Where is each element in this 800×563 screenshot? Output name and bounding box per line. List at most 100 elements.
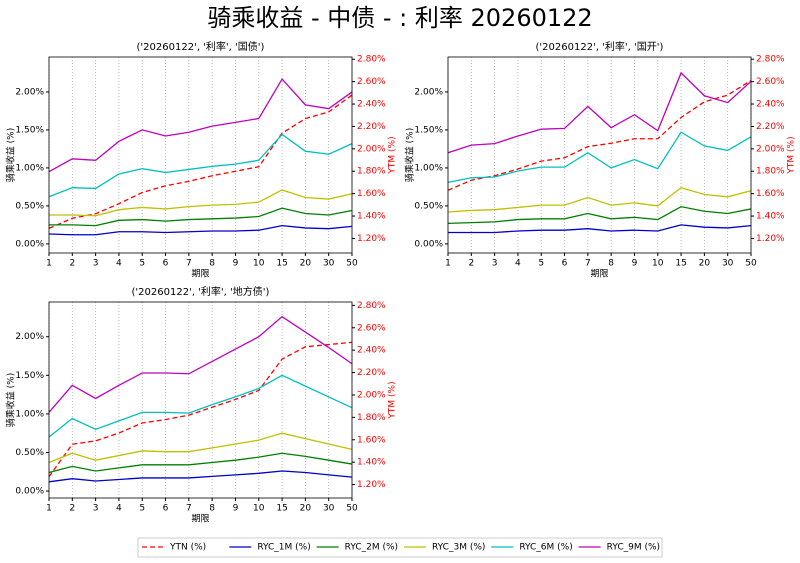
x-tick-label: 2 (69, 504, 75, 514)
y-tick-label: 0.00% (15, 239, 44, 249)
legend-label: RYC_1M (%) (257, 543, 310, 553)
legend-label: RYC_6M (%) (519, 543, 572, 553)
legend-label: RYC_3M (%) (432, 543, 485, 553)
series-line (48, 432, 353, 464)
y-tick-label: 2.00% (15, 87, 44, 97)
x-tick-label: 50 (346, 259, 358, 269)
y-axis-label: 骑乘收益 (%) (5, 373, 17, 427)
series-line (48, 77, 353, 173)
x-tick-label: 30 (323, 259, 335, 269)
y2-tick-label: 1.20% (357, 480, 386, 490)
x-tick-label: 3 (93, 259, 99, 269)
x-tick-label: 9 (233, 504, 239, 514)
x-tick-label: 8 (608, 259, 614, 269)
y2-tick-label: 1.80% (357, 413, 386, 423)
x-tick-label: 10 (652, 259, 664, 269)
x-tick-label: 15 (276, 504, 287, 514)
y2-tick-label: 1.60% (357, 189, 386, 199)
y-tick-label: 2.00% (414, 87, 443, 97)
x-tick-label: 6 (163, 504, 169, 514)
y2-tick-label: 2.80% (357, 301, 386, 311)
series-line (49, 189, 353, 217)
x-tick-label: 50 (346, 504, 358, 514)
x-tick-label: 4 (116, 259, 122, 269)
x-tick-label: 2 (468, 259, 474, 269)
y2-tick-label: 1.40% (357, 212, 386, 222)
x-tick-label: 1 (445, 259, 451, 269)
x-tick-label: 20 (300, 259, 312, 269)
y2-tick-label: 2.00% (756, 144, 785, 154)
y2-tick-label: 2.20% (357, 368, 386, 378)
y-axis-label: 骑乘收益 (%) (5, 128, 17, 182)
y2-tick-label: 1.40% (756, 212, 785, 222)
y-tick-label: 1.50% (15, 371, 44, 381)
y2-tick-label: 2.40% (756, 100, 785, 110)
x-tick-label: 4 (116, 504, 122, 514)
x-tick-label: 10 (253, 259, 265, 269)
series-line (48, 94, 353, 229)
x-tick-label: 2 (69, 259, 75, 269)
x-tick-label: 5 (538, 259, 544, 269)
y2-tick-label: 1.40% (357, 458, 386, 468)
x-tick-label: 7 (585, 259, 591, 269)
x-tick-label: 15 (276, 259, 287, 269)
y2-tick-label: 2.60% (357, 77, 386, 87)
plot-frame (447, 56, 752, 254)
x-tick-label: 20 (699, 259, 711, 269)
series-line (447, 186, 752, 213)
x-tick-label: 8 (209, 259, 215, 269)
x-tick-label: 30 (722, 259, 734, 269)
y2-tick-label: 1.80% (756, 167, 785, 177)
plot-frame (48, 301, 353, 499)
series-line (48, 470, 353, 483)
y-tick-label: 0.50% (15, 201, 44, 211)
x-tick-label: 10 (253, 504, 265, 514)
series-line (447, 79, 752, 191)
x-tick-label: 8 (209, 504, 215, 514)
series-line (447, 205, 752, 225)
x-tick-label: 9 (233, 259, 239, 269)
y-tick-label: 1.00% (414, 163, 443, 173)
y2-tick-label: 2.20% (756, 122, 785, 132)
subplot-title: ('20260122', '利率', '国债') (137, 40, 265, 53)
y2-tick-label: 2.80% (357, 55, 386, 65)
x-tick-label: 4 (515, 259, 521, 269)
x-tick-label: 15 (675, 259, 686, 269)
y2-tick-label: 1.60% (357, 435, 386, 445)
y2-tick-label: 1.20% (357, 234, 386, 244)
legend-label: RYC_9M (%) (607, 543, 660, 553)
subplot-title: ('20260122', '利率', '地方债') (132, 285, 270, 298)
y-tick-label: 1.00% (15, 163, 44, 173)
y2-tick-label: 2.80% (756, 55, 785, 65)
y-tick-label: 1.50% (414, 125, 443, 135)
y2-tick-label: 1.20% (756, 234, 785, 244)
x-tick-label: 5 (139, 504, 145, 514)
series-line (48, 224, 353, 236)
x-axis-label: 期限 (191, 514, 209, 525)
legend (137, 537, 663, 558)
series-line (48, 315, 353, 413)
y2-tick-label: 2.40% (357, 100, 386, 110)
y2-tick-label: 2.00% (357, 390, 386, 400)
x-axis-label: 期限 (191, 269, 209, 280)
series-line (447, 71, 752, 154)
x-tick-label: 5 (139, 259, 145, 269)
y-tick-label: 1.00% (15, 409, 44, 419)
series-line (48, 133, 353, 198)
series-line (48, 452, 353, 474)
y2-tick-label: 1.60% (756, 189, 785, 199)
y2-axis-label: YTM (%) (388, 381, 398, 419)
series-line (48, 341, 353, 478)
y-tick-label: 0.00% (15, 487, 44, 497)
y2-axis-label: YTM (%) (388, 136, 398, 174)
y2-tick-label: 1.80% (357, 167, 386, 177)
x-tick-label: 7 (186, 259, 192, 269)
y-tick-label: 0.50% (414, 201, 443, 211)
x-tick-label: 7 (186, 504, 192, 514)
y-tick-label: 0.50% (15, 448, 44, 458)
x-tick-label: 6 (163, 259, 169, 269)
y2-tick-label: 2.00% (357, 144, 386, 154)
series-line (447, 131, 752, 183)
